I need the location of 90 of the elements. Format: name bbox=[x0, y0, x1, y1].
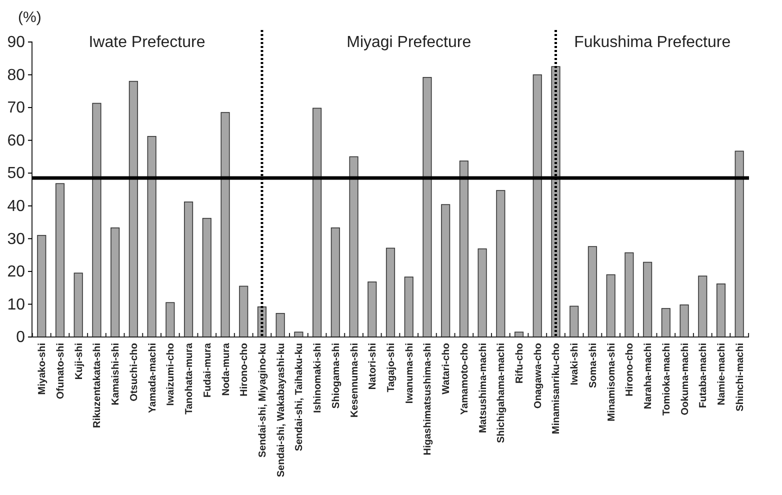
bar bbox=[661, 308, 670, 338]
x-tick-label: Kamaishi-shi bbox=[110, 342, 122, 406]
bar bbox=[312, 108, 322, 338]
annotation: Miyagi Prefecture bbox=[346, 34, 472, 51]
bar bbox=[404, 276, 414, 338]
y-tick-label: 90 bbox=[7, 34, 26, 52]
x-tick-label: Yamamoto-cho bbox=[459, 343, 470, 415]
bar bbox=[330, 227, 340, 338]
x-tick-label: Natori-shi bbox=[368, 342, 379, 390]
x-tick-label: Hirono-cho bbox=[624, 343, 636, 396]
bar bbox=[239, 286, 248, 338]
bar bbox=[716, 284, 726, 338]
y-tick-label: 70 bbox=[7, 100, 26, 117]
x-tick-label: Higashimatsushima-shi bbox=[422, 342, 434, 456]
bar bbox=[220, 112, 230, 338]
bar bbox=[166, 302, 175, 338]
x-tick-label: Otsuchi-cho bbox=[128, 343, 140, 402]
y-axis-title: (%) bbox=[18, 9, 42, 26]
x-tick-label: Futaba-machi bbox=[698, 342, 710, 408]
y-tick-label: 10 bbox=[7, 296, 26, 314]
x-tick-label: Sendai-shi, Miyagino-ku bbox=[257, 343, 268, 458]
x-tick-label: Tomioka-machi bbox=[661, 342, 672, 416]
bar bbox=[643, 262, 652, 338]
x-tick-label: Fudai-mura bbox=[202, 342, 214, 398]
x-tick-label: Kesennuma-shi bbox=[349, 342, 360, 418]
bar bbox=[606, 274, 616, 338]
x-tick-label: Ofunato-shi bbox=[56, 342, 66, 400]
bar bbox=[349, 156, 358, 338]
x-tick-label: Tagajo-shi bbox=[386, 342, 397, 392]
x-tick-label: Rikuzentakata-shi bbox=[92, 342, 104, 428]
bar bbox=[184, 202, 194, 338]
bar bbox=[698, 276, 708, 338]
x-tick-label: Minamisoma-shi bbox=[606, 342, 618, 422]
x-tick-label: Soma-shi bbox=[588, 342, 599, 388]
bar bbox=[368, 282, 377, 338]
annotation: Iwate Prefecture bbox=[88, 34, 206, 51]
bar bbox=[514, 332, 524, 338]
bar bbox=[532, 74, 542, 338]
x-tick-label: Watari-cho bbox=[441, 343, 452, 394]
x-tick-label: Ookuma-machi bbox=[680, 342, 691, 416]
bar bbox=[734, 150, 744, 338]
bar bbox=[570, 306, 579, 338]
bar bbox=[74, 272, 83, 338]
bar bbox=[496, 190, 506, 338]
x-tick-label: Iwaki-shi bbox=[570, 342, 581, 386]
bar bbox=[624, 252, 634, 338]
bar bbox=[422, 77, 432, 338]
y-tick-label: 0 bbox=[16, 329, 26, 346]
y-tick-label: 30 bbox=[7, 230, 26, 248]
bar bbox=[441, 204, 450, 338]
y-tick-label: 20 bbox=[7, 264, 26, 281]
x-tick-label: Ishinomaki-shi bbox=[312, 342, 324, 414]
x-tick-label: Matsushima-machi bbox=[478, 342, 489, 434]
x-tick-label: Naraha-machi bbox=[643, 342, 654, 410]
y-tick-label: 80 bbox=[7, 66, 26, 84]
x-tick-label: Iwaizumi-cho bbox=[166, 343, 177, 406]
y-tick-label: 60 bbox=[7, 132, 26, 150]
x-tick-label: Minamisanriku-cho bbox=[551, 343, 562, 434]
annotation: Fukushima Prefecture bbox=[574, 34, 731, 51]
bar bbox=[588, 246, 598, 338]
bar bbox=[294, 332, 304, 338]
x-tick-label: Iwanuma-shi bbox=[404, 342, 416, 404]
x-tick-label: Rifu-cho bbox=[514, 343, 526, 384]
x-tick-label: Tanohata-mura bbox=[184, 342, 196, 414]
x-tick-label: Sendai-shi, Taihaku-ku bbox=[294, 343, 306, 452]
y-tick-label: 50 bbox=[7, 165, 26, 182]
bar bbox=[37, 234, 46, 338]
x-tick-label: Noda-mura bbox=[220, 342, 232, 396]
bar bbox=[459, 160, 468, 338]
x-tick-label: Yamada-machi bbox=[147, 342, 158, 414]
x-tick-label: Namie-machi bbox=[716, 342, 728, 406]
x-tick-label: Shichigahama-machi bbox=[496, 342, 508, 444]
bar bbox=[128, 80, 138, 338]
bar bbox=[202, 218, 212, 338]
bar bbox=[478, 248, 487, 338]
bar bbox=[92, 102, 102, 338]
bar bbox=[110, 227, 120, 338]
bar bbox=[147, 136, 156, 338]
x-tick-label: Shinchi-machi bbox=[734, 342, 746, 412]
x-tick-label: Kuji-shi bbox=[74, 342, 85, 380]
x-tick-label: Miyako-shi bbox=[37, 342, 48, 395]
bar bbox=[680, 304, 689, 338]
y-tick-label: 40 bbox=[7, 198, 26, 216]
bar bbox=[55, 183, 65, 338]
x-tick-label: Hirono-cho bbox=[239, 343, 250, 396]
bar bbox=[276, 313, 285, 338]
bar bbox=[386, 248, 396, 338]
x-tick-label: Shiogama-shi bbox=[330, 342, 342, 409]
x-tick-label: Onagawa-cho bbox=[532, 343, 544, 409]
x-tick-label: Sendai-shi, Wakabayashi-ku bbox=[276, 343, 287, 478]
